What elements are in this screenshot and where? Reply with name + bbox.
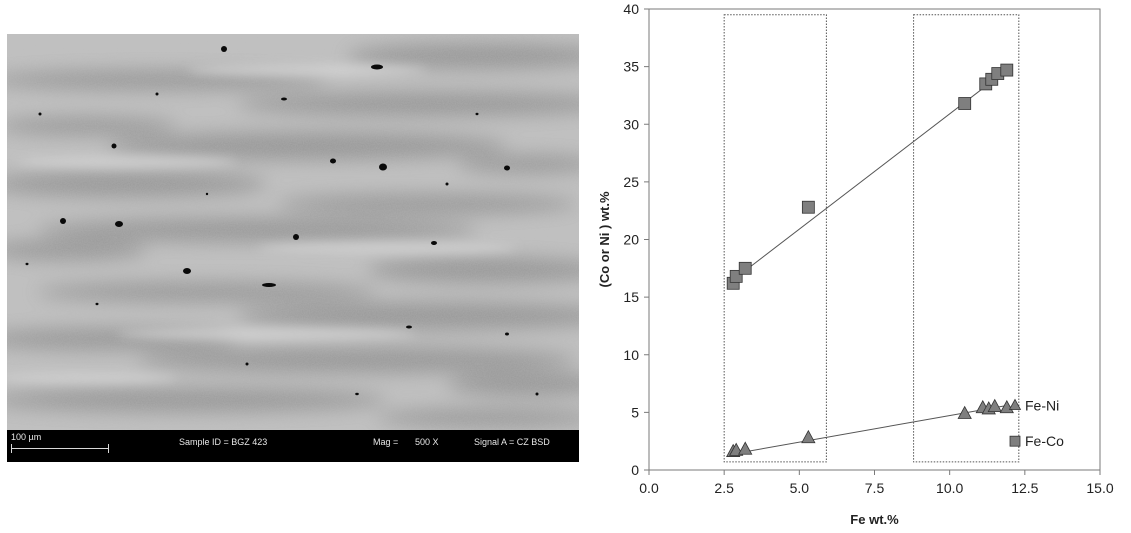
y-tick-label: 15	[623, 289, 639, 305]
x-axis-title: Fe wt.%	[850, 512, 899, 527]
y-tick-label: 40	[623, 1, 639, 17]
y-tick-label: 5	[631, 404, 639, 420]
y-tick-label: 30	[623, 116, 639, 132]
data-point-fe-co	[958, 97, 972, 110]
y-tick-label: 20	[623, 232, 639, 248]
data-point-fe-co	[1000, 63, 1014, 77]
x-tick-label: 0.0	[639, 480, 659, 496]
x-tick-label: 7.5	[865, 480, 885, 496]
data-point-fe-co	[801, 200, 815, 214]
sample-id-label: Sample ID = BGZ 423	[179, 437, 268, 447]
data-point-fe-ni	[801, 429, 816, 444]
legend-marker-fe-co	[1009, 435, 1021, 447]
data-point-fe-ni	[987, 398, 1002, 413]
x-tick-label: 15.0	[1086, 480, 1113, 496]
legend-label-fe-co: Fe-Co	[1025, 433, 1064, 449]
scatter-chart: 0 5 10 15 20 25 30 35 40 0.0 2.5 5.0 7.5 10.0 12.5 15.0…	[597, 1, 1114, 527]
highlight-region-box	[913, 14, 1020, 463]
signal-label: Signal A = CZ BSD	[474, 437, 550, 447]
y-tick-label: 10	[623, 347, 639, 363]
data-point-fe-ni	[738, 441, 753, 455]
x-tick-label: 5.0	[790, 480, 810, 496]
sem-micrograph-panel: 100 µm Sample ID = BGZ 423 Mag = 500 X S…	[7, 34, 579, 462]
scale-bar	[11, 444, 109, 453]
scale-bar-label: 100 µm	[11, 432, 42, 442]
magnification-label: Mag =	[373, 437, 399, 447]
y-tick-label: 35	[623, 59, 639, 75]
legend-label-fe-ni: Fe-Ni	[1025, 397, 1059, 413]
data-point-fe-ni	[957, 405, 972, 419]
x-tick-label: 2.5	[714, 480, 734, 496]
x-tick-label: 12.5	[1011, 480, 1038, 496]
legend-marker-fe-ni	[1008, 398, 1022, 410]
x-tick-label: 10.0	[936, 480, 963, 496]
y-tick-label: 25	[623, 174, 639, 190]
data-point-fe-co	[738, 261, 752, 275]
y-axis-title: (Co or Ni ) wt.%	[597, 191, 612, 287]
magnification-value: 500 X	[415, 437, 439, 447]
highlight-region-box	[723, 14, 827, 463]
sem-data-bar: 100 µm Sample ID = BGZ 423 Mag = 500 X S…	[7, 430, 579, 462]
y-tick-label: 0	[631, 462, 639, 478]
sem-micrograph-image	[7, 34, 579, 430]
